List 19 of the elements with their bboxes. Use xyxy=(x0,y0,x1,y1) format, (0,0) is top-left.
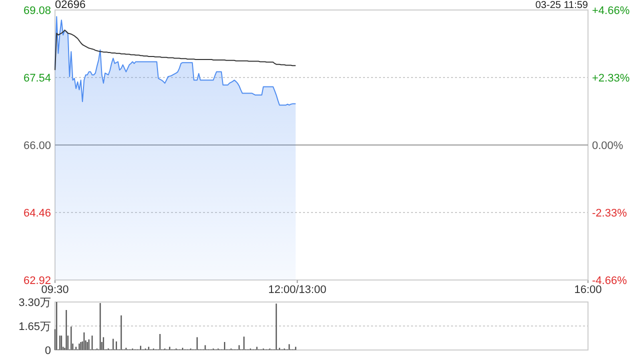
y-tick-label: 67.54 xyxy=(23,72,51,84)
y-tick-label: 69.08 xyxy=(23,5,51,17)
y-tick-label: 66.00 xyxy=(23,140,51,152)
chart-title: 02696 xyxy=(55,0,86,11)
y2-tick-label: +2.33% xyxy=(592,72,630,84)
y-tick-label: 0 xyxy=(44,345,51,357)
y-tick-label: 1.65万 xyxy=(18,321,51,333)
y2-tick-label: 0.00% xyxy=(592,140,624,152)
annotation: 03-25 11:59 xyxy=(535,0,588,11)
y-tick-label: 62.92 xyxy=(23,275,51,287)
x-tick-label: 09:30 xyxy=(41,284,69,296)
y2-tick-label: -4.66% xyxy=(592,275,628,287)
x-tick-label: 16:00 xyxy=(574,284,602,296)
y2-tick-label: +4.66% xyxy=(592,5,630,17)
x-tick-label: 12:00/13:00 xyxy=(268,284,326,296)
y-tick-label: 3.30万 xyxy=(18,297,51,309)
y2-tick-label: -2.33% xyxy=(592,208,628,220)
y-tick-label: 64.46 xyxy=(23,208,51,220)
line-series xyxy=(54,30,296,71)
